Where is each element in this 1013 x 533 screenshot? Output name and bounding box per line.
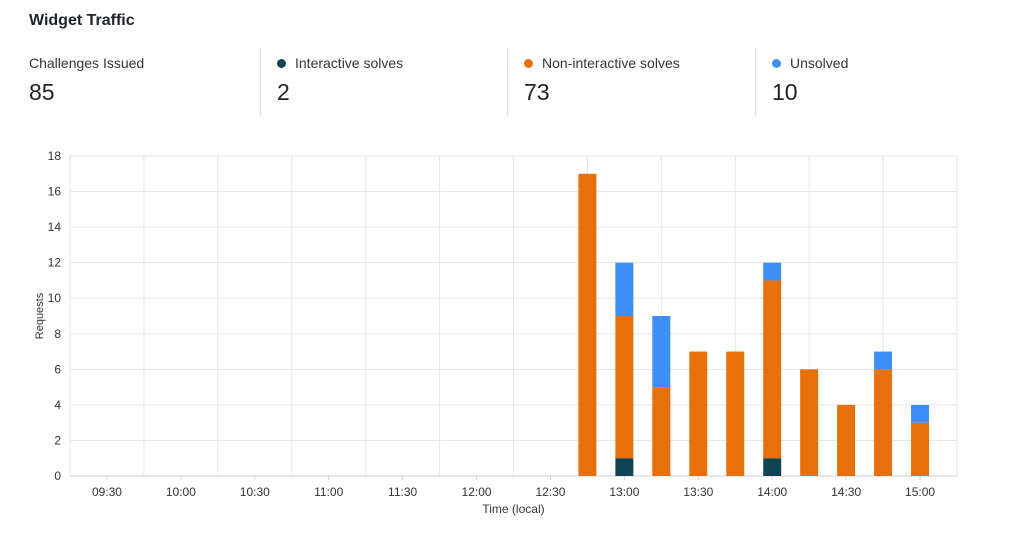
stat-label: Unsolved <box>772 55 848 71</box>
x-tick-label: 10:00 <box>166 485 196 499</box>
y-tick-label: 10 <box>48 291 62 305</box>
x-tick-label: 13:00 <box>609 485 639 499</box>
stat-label: Challenges Issued <box>29 55 144 71</box>
stat-label-text: Unsolved <box>790 55 849 71</box>
x-tick-label: 09:30 <box>92 485 122 499</box>
y-tick-label: 6 <box>54 362 61 376</box>
bar-segment-non-interactive-solves <box>615 316 634 459</box>
y-axis-title: Requests <box>34 292 46 339</box>
stat-value: 85 <box>29 79 55 105</box>
stat-value: 10 <box>772 79 798 105</box>
stat-interactive-solves: Interactive solves 2 <box>260 48 508 116</box>
bar-segment-unsolved <box>652 316 671 388</box>
y-tick-label: 8 <box>54 327 61 341</box>
stats-row: Challenges Issued 85 Interactive solves … <box>29 48 989 116</box>
x-tick-label: 14:00 <box>757 485 787 499</box>
widget-title: Widget Traffic <box>29 12 135 29</box>
stat-label-text: Challenges Issued <box>29 55 145 71</box>
x-tick-label: 10:30 <box>240 485 270 499</box>
y-tick-label: 4 <box>54 398 61 412</box>
bar-segment-unsolved <box>911 404 930 423</box>
bar-segment-non-interactive-solves <box>763 280 782 459</box>
x-axis-title: Time (local) <box>482 502 544 516</box>
y-tick-label: 16 <box>48 185 62 199</box>
bar-segment-unsolved <box>615 262 634 316</box>
bar-segment-unsolved <box>874 351 893 370</box>
x-tick-label: 12:30 <box>535 485 565 499</box>
bar-segment-interactive-solves <box>763 458 782 476</box>
stat-value: 73 <box>524 79 550 105</box>
stat-non-interactive-solves: Non-interactive solves 73 <box>507 48 756 116</box>
stat-label: Non-interactive solves <box>524 55 680 71</box>
non-interactive-legend-dot-icon <box>524 58 533 68</box>
bar-segment-non-interactive-solves <box>726 351 745 476</box>
x-tick-label: 12:00 <box>462 485 492 499</box>
stat-value: 2 <box>277 79 290 105</box>
y-tick-label: 12 <box>48 256 62 270</box>
y-tick-label: 2 <box>54 433 61 447</box>
interactive-legend-dot-icon <box>277 58 286 68</box>
x-tick-label: 11:00 <box>314 485 343 499</box>
y-tick-label: 14 <box>48 220 62 234</box>
y-tick-label: 18 <box>48 149 62 163</box>
bar-segment-non-interactive-solves <box>911 422 930 476</box>
bar-segment-non-interactive-solves <box>689 351 708 476</box>
bar-segment-non-interactive-solves <box>652 387 671 476</box>
stat-challenges-issued: Challenges Issued 85 <box>29 48 260 116</box>
y-tick-label: 0 <box>54 469 61 483</box>
bar-segment-interactive-solves <box>615 458 634 476</box>
bar-segment-non-interactive-solves <box>874 369 893 476</box>
x-tick-label: 15:00 <box>905 485 935 499</box>
bar-segment-non-interactive-solves <box>800 369 819 476</box>
bar-segment-non-interactive-solves <box>578 173 597 476</box>
bar-segment-non-interactive-solves <box>837 404 856 476</box>
x-tick-label: 13:30 <box>683 485 713 499</box>
x-tick-label: 14:30 <box>831 485 861 499</box>
stat-label-text: Non-interactive solves <box>542 55 680 71</box>
bar-segment-unsolved <box>763 262 782 281</box>
stat-label-text: Interactive solves <box>295 55 404 71</box>
x-tick-label: 11:30 <box>388 485 417 499</box>
stat-unsolved: Unsolved 10 <box>755 48 990 116</box>
stat-label: Interactive solves <box>277 55 403 71</box>
unsolved-legend-dot-icon <box>772 58 781 68</box>
